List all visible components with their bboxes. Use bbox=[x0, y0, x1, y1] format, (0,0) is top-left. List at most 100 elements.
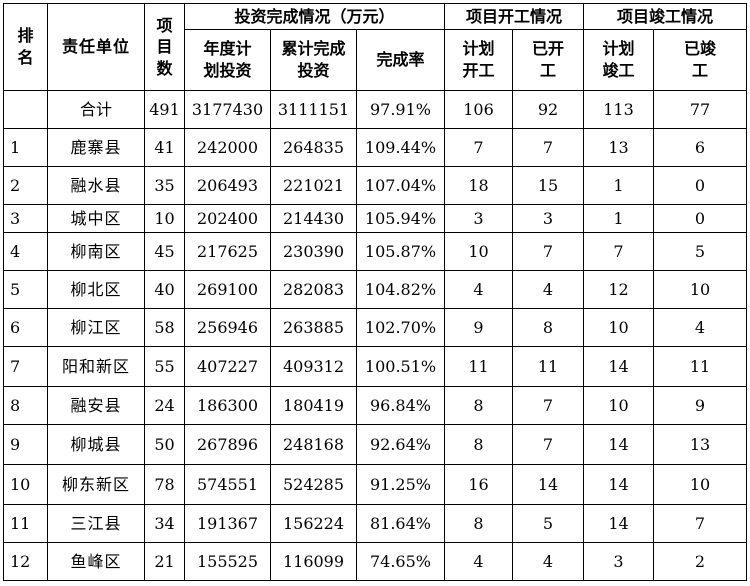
rank-cell: 10 bbox=[3, 464, 48, 505]
table-row: 6 柳江区 58 256946 263885 102.70% 9 8 10 4 bbox=[3, 308, 748, 347]
plan-complete-cell: 1 bbox=[583, 166, 655, 205]
rate-cell: 105.94% bbox=[356, 204, 445, 233]
completed-cell: 10 bbox=[653, 270, 748, 309]
started-cell: 11 bbox=[511, 346, 585, 387]
rate-cell: 81.64% bbox=[356, 504, 445, 543]
count-cell: 21 bbox=[144, 542, 185, 581]
unit-cell: 柳南区 bbox=[47, 232, 145, 271]
count-cell: 58 bbox=[144, 308, 185, 347]
total-rate: 97.91% bbox=[356, 90, 445, 129]
started-cell: 15 bbox=[511, 166, 585, 205]
plan-start-cell: 4 bbox=[444, 270, 513, 309]
plan-complete-cell: 10 bbox=[583, 386, 655, 425]
plan-start-cell: 4 bbox=[444, 542, 513, 581]
plan-complete-cell: 14 bbox=[583, 504, 655, 543]
unit-cell: 柳东新区 bbox=[47, 464, 145, 505]
started-cell: 7 bbox=[511, 424, 585, 465]
completed-cell: 9 bbox=[653, 386, 748, 425]
rate-cell: 74.65% bbox=[356, 542, 445, 581]
cumulative-cell: 263885 bbox=[270, 308, 357, 347]
header-cumulative: 累计完成 投资 bbox=[270, 29, 357, 91]
annual-plan-cell: 202400 bbox=[184, 204, 271, 233]
plan-complete-cell: 14 bbox=[583, 424, 655, 465]
count-cell: 24 bbox=[144, 386, 185, 425]
unit-cell: 柳江区 bbox=[47, 308, 145, 347]
rank-cell: 7 bbox=[3, 346, 48, 387]
rank-cell: 3 bbox=[3, 204, 48, 233]
plan-complete-cell: 14 bbox=[583, 346, 655, 387]
annual-plan-cell: 155525 bbox=[184, 542, 271, 581]
header-completed: 已竣工 bbox=[653, 29, 748, 91]
completed-cell: 4 bbox=[653, 308, 748, 347]
unit-cell: 城中区 bbox=[47, 204, 145, 233]
unit-cell: 融水县 bbox=[47, 166, 145, 205]
completed-cell: 2 bbox=[653, 542, 748, 581]
count-cell: 10 bbox=[144, 204, 185, 233]
plan-complete-cell: 12 bbox=[583, 270, 655, 309]
unit-cell: 柳北区 bbox=[47, 270, 145, 309]
count-cell: 35 bbox=[144, 166, 185, 205]
rank-cell: 11 bbox=[3, 504, 48, 543]
started-cell: 5 bbox=[511, 504, 585, 543]
completed-cell: 13 bbox=[653, 424, 748, 465]
header-annual-plan: 年度计 划投资 bbox=[184, 29, 271, 91]
started-cell: 4 bbox=[511, 542, 585, 581]
header-rate: 完成率 bbox=[356, 29, 445, 91]
cumulative-cell: 409312 bbox=[270, 346, 357, 387]
count-cell: 50 bbox=[144, 424, 185, 465]
count-cell: 34 bbox=[144, 504, 185, 543]
plan-complete-cell: 10 bbox=[583, 308, 655, 347]
rank-cell: 1 bbox=[3, 128, 48, 167]
annual-plan-cell: 242000 bbox=[184, 128, 271, 167]
plan-start-cell: 10 bbox=[444, 232, 513, 271]
header-count: 项目数 bbox=[144, 3, 185, 91]
cumulative-cell: 156224 bbox=[270, 504, 357, 543]
table-row: 11 三江县 34 191367 156224 81.64% 8 5 14 7 bbox=[3, 504, 748, 543]
cumulative-cell: 230390 bbox=[270, 232, 357, 271]
unit-cell: 柳城县 bbox=[47, 424, 145, 465]
cumulative-cell: 116099 bbox=[270, 542, 357, 581]
table-header: 排名 责任单位 项目数 投资完成情况（万元） 项目开工情况 项目竣工情况 年度计… bbox=[3, 3, 748, 91]
header-complete-group: 项目竣工情况 bbox=[583, 3, 748, 30]
count-cell: 78 bbox=[144, 464, 185, 505]
total-cumulative: 3111151 bbox=[270, 90, 357, 129]
completed-cell: 11 bbox=[653, 346, 748, 387]
count-cell: 45 bbox=[144, 232, 185, 271]
total-annual-plan: 3177430 bbox=[184, 90, 271, 129]
started-cell: 14 bbox=[511, 464, 585, 505]
table-row: 7 阳和新区 55 407227 409312 100.51% 11 11 14 11 bbox=[3, 346, 748, 387]
completed-cell: 10 bbox=[653, 464, 748, 505]
completed-cell: 0 bbox=[653, 166, 748, 205]
count-cell: 41 bbox=[144, 128, 185, 167]
plan-start-cell: 7 bbox=[444, 128, 513, 167]
table-row: 5 柳北区 40 269100 282083 104.82% 4 4 12 10 bbox=[3, 270, 748, 309]
plan-start-cell: 9 bbox=[444, 308, 513, 347]
rate-cell: 107.04% bbox=[356, 166, 445, 205]
header-unit: 责任单位 bbox=[47, 3, 145, 91]
rate-cell: 91.25% bbox=[356, 464, 445, 505]
header-rank: 排名 bbox=[3, 3, 48, 91]
completed-cell: 6 bbox=[653, 128, 748, 167]
annual-plan-cell: 269100 bbox=[184, 270, 271, 309]
table-row: 2 融水县 35 206493 221021 107.04% 18 15 1 0 bbox=[3, 166, 748, 205]
table-row: 12 鱼峰区 21 155525 116099 74.65% 4 4 3 2 bbox=[3, 542, 748, 581]
total-completed: 77 bbox=[653, 90, 748, 129]
annual-plan-cell: 191367 bbox=[184, 504, 271, 543]
plan-complete-cell: 7 bbox=[583, 232, 655, 271]
total-started: 92 bbox=[511, 90, 585, 129]
unit-cell: 阳和新区 bbox=[47, 346, 145, 387]
plan-complete-cell: 3 bbox=[583, 542, 655, 581]
annual-plan-cell: 217625 bbox=[184, 232, 271, 271]
unit-cell: 三江县 bbox=[47, 504, 145, 543]
header-plan-complete: 计划 竣工 bbox=[583, 29, 655, 91]
cumulative-cell: 264835 bbox=[270, 128, 357, 167]
plan-start-cell: 11 bbox=[444, 346, 513, 387]
annual-plan-cell: 206493 bbox=[184, 166, 271, 205]
count-cell: 40 bbox=[144, 270, 185, 309]
table-row: 10 柳东新区 78 574551 524285 91.25% 16 14 14 10 bbox=[3, 464, 748, 505]
investment-progress-table: 排名 责任单位 项目数 投资完成情况（万元） 项目开工情况 项目竣工情况 年度计… bbox=[3, 3, 748, 581]
cumulative-cell: 524285 bbox=[270, 464, 357, 505]
total-count: 491 bbox=[144, 90, 185, 129]
total-rank-cell bbox=[3, 90, 48, 129]
unit-cell: 鱼峰区 bbox=[47, 542, 145, 581]
